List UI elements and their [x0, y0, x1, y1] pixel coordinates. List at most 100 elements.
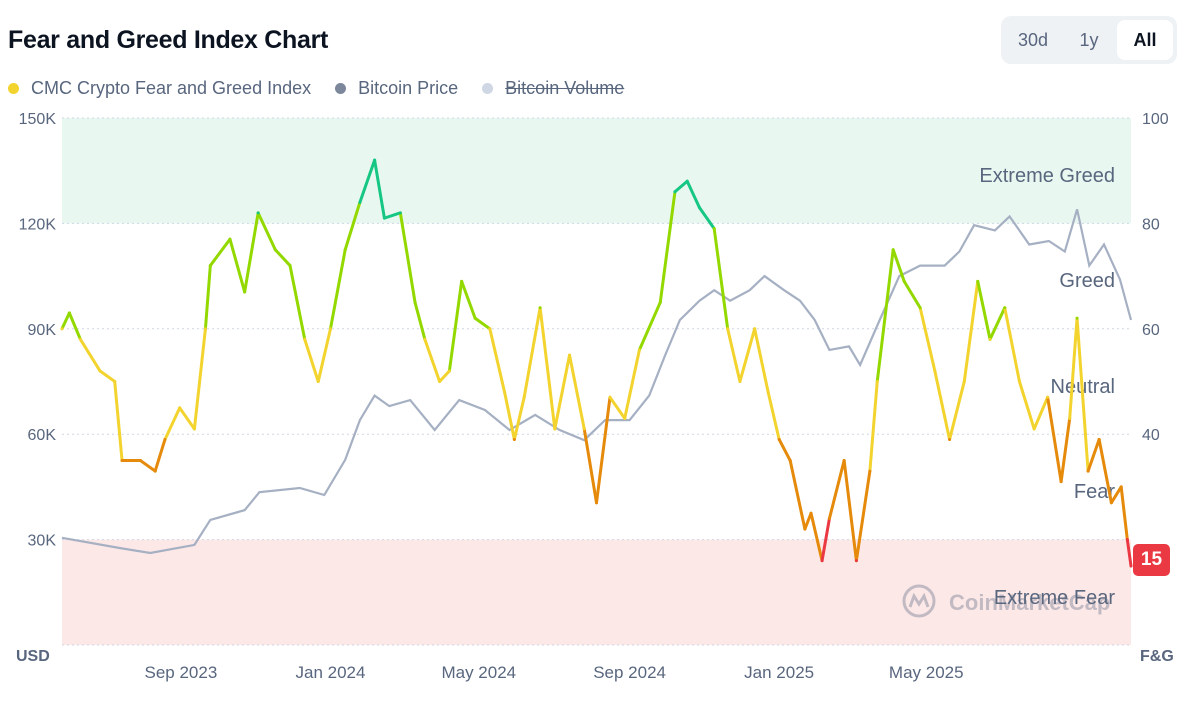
fear-greed-point [1097, 437, 1101, 441]
left-axis-tick: 90K [28, 322, 57, 339]
legend-item-fear-greed[interactable]: CMC Crypto Fear and Greed Index [8, 78, 311, 99]
fear-greed-segment [582, 427, 598, 505]
fear-greed-segment [303, 337, 320, 383]
legend-label: CMC Crypto Fear and Greed Index [31, 78, 312, 98]
fear-greed-point [933, 369, 937, 373]
fear-greed-point [820, 559, 824, 563]
fear-greed-point [538, 306, 542, 310]
fear-greed-segment [891, 248, 906, 283]
fear-greed-segment [976, 279, 992, 341]
fear-greed-point [697, 206, 701, 210]
fear-greed-segment [78, 337, 102, 373]
fear-greed-point [553, 427, 557, 431]
fear-greed-point [685, 179, 689, 183]
fear-greed-segment [538, 306, 557, 431]
fear-greed-point [473, 316, 477, 320]
right-axis-label: F&G [1140, 648, 1174, 665]
fear-greed-point [809, 511, 813, 515]
fear-greed-segment [1017, 380, 1036, 431]
fear-greed-point [398, 211, 402, 215]
fear-greed-segment [373, 158, 386, 220]
fear-greed-segment [673, 179, 689, 194]
fear-greed-segment [827, 459, 846, 521]
fear-greed-segment [1068, 316, 1079, 420]
fear-greed-segment [503, 390, 516, 441]
legend-item-bitcoin-price[interactable]: Bitcoin Price [335, 78, 458, 99]
fear-greed-point [962, 380, 966, 383]
fear-greed-point [1032, 427, 1036, 431]
fear-greed-point [788, 459, 792, 463]
fear-greed-segment [948, 380, 966, 441]
x-axis-tick: Jan 2024 [295, 663, 365, 682]
coinmarketcap-logo: CoinMarketCap [902, 584, 1110, 618]
fear-greed-segment [788, 459, 807, 531]
current-value-badge: 15 [1133, 544, 1170, 576]
fear-greed-segment [1125, 538, 1133, 568]
range-1y-button[interactable]: 1y [1079, 30, 1099, 50]
fear-greed-segment [595, 395, 612, 505]
svg-text:CoinMarketCap: CoinMarketCap [949, 590, 1110, 615]
fear-greed-point [1046, 395, 1050, 399]
fear-greed-segment [1109, 485, 1123, 505]
fear-greed-segment [637, 300, 662, 352]
left-axis-tick: 30K [28, 533, 57, 550]
legend-dot-icon [482, 83, 494, 94]
x-axis-tick: Sep 2023 [145, 663, 218, 682]
fear-greed-point [273, 248, 277, 252]
fear-greed-segment [988, 306, 1007, 341]
fear-greed-segment [98, 369, 117, 383]
fear-greed-segment [163, 406, 182, 441]
fear-greed-point [637, 348, 641, 352]
fear-greed-segment [288, 264, 307, 341]
fear-greed-segment [902, 279, 922, 310]
right-axis-tick: 80 [1142, 216, 1160, 233]
left-axis-tick: 120K [19, 216, 57, 233]
fear-greed-point [447, 369, 451, 373]
fear-greed-point [1119, 485, 1123, 489]
fear-greed-point [1125, 538, 1129, 542]
fear-greed-point [316, 380, 320, 383]
fear-greed-point [328, 327, 332, 331]
fear-greed-segment [460, 279, 477, 320]
fear-greed-segment [1119, 485, 1129, 542]
fear-greed-point [413, 300, 417, 304]
fear-greed-point [712, 227, 716, 231]
fear-greed-point [948, 437, 952, 441]
fear-greed-point [113, 380, 117, 383]
fear-greed-point [623, 416, 627, 420]
fear-greed-segment [423, 337, 442, 383]
fear-greed-point [868, 469, 872, 473]
fear-greed-segment [1097, 437, 1113, 505]
fear-greed-point [777, 437, 781, 441]
fear-greed-segment [1046, 395, 1063, 484]
fear-greed-point [582, 427, 586, 431]
range-30d-button[interactable]: 30d [1017, 30, 1049, 50]
x-axis-tick: Jan 2025 [744, 663, 814, 682]
fear-greed-point [918, 306, 922, 310]
fear-greed-segment [933, 369, 952, 441]
fear-greed-point [67, 311, 71, 315]
fear-greed-segment [398, 211, 417, 304]
legend-item-bitcoin-volume[interactable]: Bitcoin Volume [482, 78, 624, 99]
fear-greed-point [208, 264, 212, 268]
fear-greed-segment [753, 327, 770, 394]
chart-legend: CMC Crypto Fear and Greed Index Bitcoin … [8, 78, 624, 99]
fear-greed-segment [868, 380, 879, 473]
range-all-button[interactable]: All [1117, 20, 1173, 60]
fear-greed-segment [842, 459, 858, 563]
fear-greed-segment [438, 369, 451, 383]
fear-greed-point [988, 337, 992, 341]
zone-label: Extreme Greed [979, 165, 1115, 187]
fear-greed-point [438, 380, 442, 383]
fear-greed-segment [1003, 306, 1021, 383]
fear-greed-point [568, 353, 572, 357]
fear-greed-point [803, 527, 807, 531]
fear-greed-point [343, 248, 347, 252]
fear-greed-segment [473, 316, 492, 331]
fear-greed-point [243, 290, 247, 294]
fear-greed-segment [316, 327, 332, 383]
fear-greed-segment [809, 511, 824, 563]
fear-greed-point [488, 327, 492, 331]
legend-label: Bitcoin Volume [505, 78, 625, 98]
fear-greed-segment [697, 206, 716, 231]
